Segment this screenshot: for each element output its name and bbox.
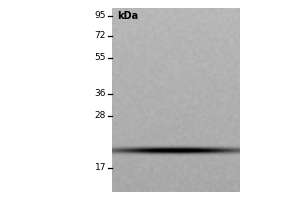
Text: 28: 28 — [94, 111, 106, 120]
Text: 55: 55 — [94, 53, 106, 62]
Text: 95: 95 — [94, 11, 106, 21]
Text: kDa: kDa — [117, 11, 139, 21]
Text: 17: 17 — [94, 164, 106, 172]
Text: 72: 72 — [94, 31, 106, 40]
Text: 36: 36 — [94, 90, 106, 98]
